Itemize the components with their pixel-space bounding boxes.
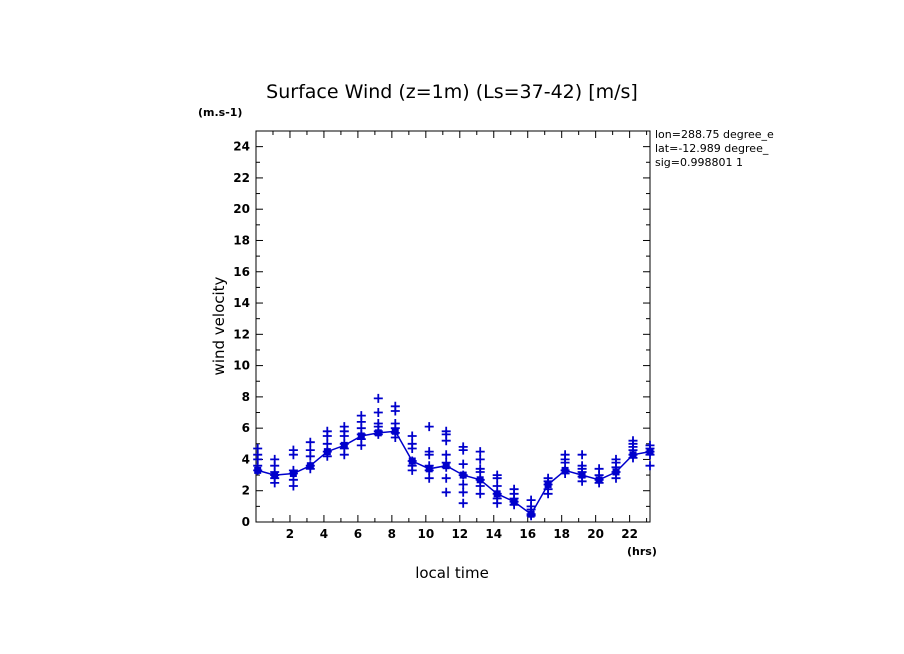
- plus-marker: [645, 461, 655, 471]
- plus-marker: [407, 456, 417, 466]
- y-tick-label: 18: [233, 233, 250, 247]
- y-tick-label: 0: [242, 515, 250, 529]
- y-tick-label: 4: [242, 452, 250, 466]
- y-tick-label: 16: [233, 265, 250, 279]
- x-tick-label: 8: [388, 527, 396, 541]
- plus-marker: [305, 445, 315, 455]
- plus-marker: [475, 447, 485, 457]
- y-axis-label: wind velocity: [210, 276, 228, 375]
- y-tick-label: 8: [242, 390, 250, 404]
- plus-marker: [594, 464, 604, 474]
- plus-marker: [356, 411, 366, 421]
- y-tick-label: 20: [233, 202, 250, 216]
- y-tick-label: 14: [233, 296, 250, 310]
- plus-marker: [441, 473, 451, 483]
- plus-marker: [475, 475, 485, 485]
- info-line-lat: lat=-12.989 degree_: [655, 142, 769, 155]
- x-axis-label: local time: [415, 564, 489, 582]
- plus-marker: [441, 450, 451, 460]
- plus-marker: [458, 459, 468, 469]
- plus-marker: [441, 426, 451, 436]
- plus-marker: [475, 464, 485, 474]
- plus-marker: [407, 431, 417, 441]
- plus-marker: [253, 444, 263, 453]
- y-tick-label: 10: [233, 359, 250, 373]
- plus-marker: [492, 481, 502, 491]
- plus-marker: [407, 439, 417, 449]
- y-tick-label: 6: [242, 421, 250, 435]
- x-tick-label: 2: [286, 527, 294, 541]
- info-line-lon: lon=288.75 degree_e: [655, 128, 774, 141]
- plus-marker: [339, 439, 349, 449]
- plus-marker: [288, 465, 298, 475]
- plus-marker: [560, 450, 570, 460]
- series-line-group: [254, 427, 654, 518]
- x-tick-label: 4: [320, 527, 328, 541]
- x-tick-label: 14: [485, 527, 502, 541]
- plus-marker: [526, 495, 536, 505]
- y-tick-label: 22: [233, 171, 250, 185]
- plus-marker: [322, 439, 332, 449]
- plus-marker: [458, 487, 468, 497]
- x-tick-label: 12: [451, 527, 468, 541]
- plus-marker: [424, 447, 434, 457]
- plus-marker: [628, 436, 638, 446]
- plus-marker: [373, 393, 383, 403]
- y-tick-label: 12: [233, 327, 250, 341]
- plus-marker: [543, 473, 553, 483]
- plus-marker: [577, 450, 587, 460]
- series-marker-group: [253, 393, 655, 521]
- plus-marker: [322, 447, 332, 457]
- x-tick-label: 6: [354, 527, 362, 541]
- chart-title: Surface Wind (z=1m) (Ls=37-42) [m/s]: [266, 81, 638, 103]
- plus-marker: [560, 465, 570, 475]
- plus-marker: [492, 489, 502, 499]
- plus-marker: [458, 480, 468, 489]
- plus-marker: [339, 422, 349, 432]
- plus-marker: [475, 489, 485, 499]
- x-axis-ticks: 2 4 6 8 10 12 14 16 18 20 22: [272, 131, 648, 541]
- plus-marker: [441, 487, 451, 497]
- plus-marker: [458, 498, 468, 508]
- plus-marker: [424, 461, 434, 471]
- plus-marker: [305, 461, 315, 471]
- y-tick-label: 2: [242, 484, 250, 498]
- plus-marker: [424, 422, 434, 432]
- plus-marker: [475, 454, 485, 464]
- plus-marker: [390, 419, 400, 428]
- plus-marker: [270, 454, 280, 464]
- x-tick-label: 10: [417, 527, 434, 541]
- plus-marker: [458, 470, 468, 480]
- plus-marker: [373, 419, 383, 428]
- plus-marker: [322, 426, 332, 436]
- plus-marker: [645, 440, 655, 450]
- y-tick-label: 24: [233, 140, 250, 154]
- plus-marker: [509, 484, 519, 494]
- plus-marker: [288, 445, 298, 455]
- x-unit-label: (hrs): [627, 545, 657, 558]
- plus-marker: [441, 458, 451, 468]
- plus-marker: [611, 454, 621, 464]
- x-tick-label: 22: [621, 527, 638, 541]
- info-line-sig: sig=0.998801 1: [655, 156, 743, 169]
- x-tick-label: 20: [587, 527, 604, 541]
- x-tick-label: 16: [519, 527, 536, 541]
- plus-marker: [373, 408, 383, 417]
- plus-marker: [305, 437, 315, 447]
- plot-frame: [255, 130, 651, 523]
- plus-marker: [424, 473, 434, 483]
- x-tick-label: 18: [553, 527, 570, 541]
- plus-marker: [458, 442, 468, 452]
- series-line: [257, 430, 651, 516]
- plus-marker: [390, 401, 400, 411]
- y-unit-label: (m.s-1): [198, 106, 242, 119]
- plus-marker: [577, 461, 587, 471]
- plus-marker: [492, 470, 502, 480]
